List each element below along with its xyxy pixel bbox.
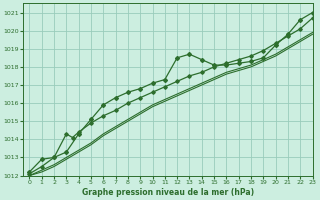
X-axis label: Graphe pression niveau de la mer (hPa): Graphe pression niveau de la mer (hPa) [82,188,254,197]
